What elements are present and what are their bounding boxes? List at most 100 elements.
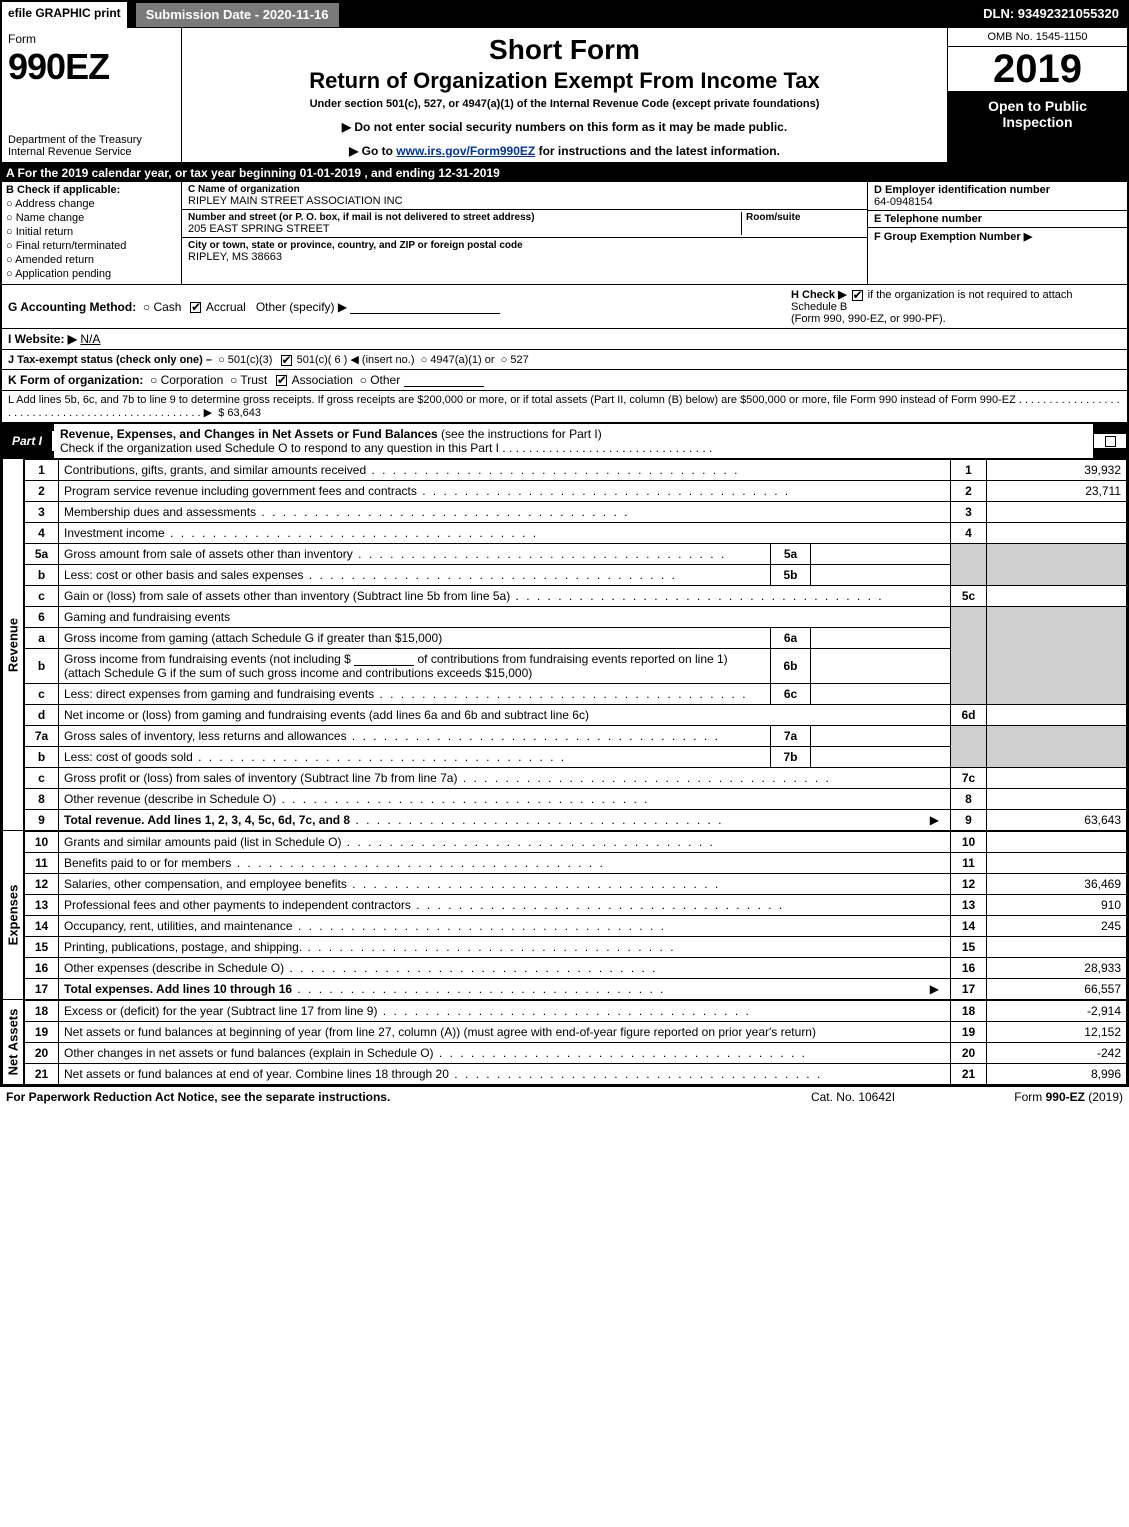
l2-desc: Program service revenue including govern… [64, 484, 945, 498]
l5a-desc: Gross amount from sale of assets other t… [64, 547, 765, 561]
j-501c-check[interactable] [281, 355, 292, 366]
l10-num: 10 [25, 832, 59, 853]
phone-cell: E Telephone number [868, 211, 1127, 228]
l13-desc: Professional fees and other payments to … [64, 898, 945, 912]
l9-desc: Total revenue. Add lines 1, 2, 3, 4, 5c,… [64, 813, 924, 827]
l5c-amt [987, 586, 1127, 607]
l10-ln: 10 [951, 832, 987, 853]
k-trust[interactable]: Trust [240, 373, 267, 387]
part-i-schedule-o-check[interactable] [1093, 433, 1127, 449]
h-checkbox[interactable] [852, 290, 863, 301]
line-19: 19 Net assets or fund balances at beginn… [25, 1022, 1127, 1043]
ein-value: 64-0948154 [874, 196, 1121, 208]
l7ab-ln-shade [951, 726, 987, 768]
k-assoc-check[interactable] [276, 375, 287, 386]
addr-label: Number and street (or P. O. box, if mail… [188, 212, 741, 223]
chk-final-return[interactable]: Final return/terminated [6, 240, 177, 252]
l7b-num: b [25, 747, 59, 768]
k-other-field[interactable] [404, 386, 484, 387]
row-h: H Check ▶ if the organization is not req… [791, 288, 1121, 325]
efile-print-label[interactable]: efile GRAPHIC print [2, 2, 127, 28]
part-i-tag: Part I [2, 431, 54, 451]
l17-ln: 17 [951, 979, 987, 1000]
dept-line1: Department of the Treasury [8, 134, 142, 146]
l6a-iln: 6a [771, 628, 811, 649]
l15-desc: Printing, publications, postage, and shi… [64, 940, 945, 954]
top-bar: efile GRAPHIC print Submission Date - 20… [2, 2, 1127, 28]
l8-desc: Other revenue (describe in Schedule O) [64, 792, 945, 806]
k-label: K Form of organization: [8, 373, 143, 387]
l4-desc: Investment income [64, 526, 945, 540]
footer-form-num: 990-EZ [1046, 1090, 1085, 1104]
g-accrual-check[interactable] [190, 302, 201, 313]
line-7c: c Gross profit or (loss) from sales of i… [25, 768, 1127, 789]
l1-ln: 1 [951, 460, 987, 481]
line-6: 6 Gaming and fundraising events [25, 607, 1127, 628]
line-4: 4 Investment income 4 [25, 523, 1127, 544]
chk-application-pending[interactable]: Application pending [6, 268, 177, 280]
l15-num: 15 [25, 937, 59, 958]
netassets-vlabel-text: Net Assets [6, 1009, 21, 1076]
l19-amt: 12,152 [987, 1022, 1127, 1043]
org-info-row: B Check if applicable: Address change Na… [2, 182, 1127, 285]
return-title: Return of Organization Exempt From Incom… [190, 68, 939, 94]
chk-amended-return[interactable]: Amended return [6, 254, 177, 266]
chk-initial-return[interactable]: Initial return [6, 226, 177, 238]
l4-amt [987, 523, 1127, 544]
l8-ln: 8 [951, 789, 987, 810]
line-5a: 5a Gross amount from sale of assets othe… [25, 544, 1127, 565]
j-501c3[interactable]: 501(c)(3) [228, 354, 273, 366]
chk-name-change[interactable]: Name change [6, 212, 177, 224]
l18-amt: -2,914 [987, 1001, 1127, 1022]
l18-ln: 18 [951, 1001, 987, 1022]
chk-address-change[interactable]: Address change [6, 198, 177, 210]
l7b-ival [811, 747, 951, 768]
header-mid: Short Form Return of Organization Exempt… [182, 28, 947, 162]
l7c-desc: Gross profit or (loss) from sales of inv… [64, 771, 945, 785]
org-addr-cell: Number and street (or P. O. box, if mail… [182, 210, 867, 238]
l2-ln: 2 [951, 481, 987, 502]
g-accrual: Accrual [206, 300, 246, 314]
row-i: I Website: ▶ N/A [2, 329, 1127, 350]
l21-num: 21 [25, 1064, 59, 1085]
i-label: I Website: ▶ [8, 332, 77, 346]
l6d-amt [987, 705, 1127, 726]
revenue-vlabel-text: Revenue [6, 617, 21, 671]
part-i-title-rest: (see the instructions for Part I) [438, 427, 602, 441]
l21-amt: 8,996 [987, 1064, 1127, 1085]
line-12: 12 Salaries, other compensation, and emp… [25, 874, 1127, 895]
row-g: G Accounting Method: ○ Cash Accrual Othe… [8, 300, 791, 314]
j-527[interactable]: 527 [510, 354, 528, 366]
form-word: Form [8, 32, 175, 46]
row-j: J Tax-exempt status (check only one) – ○… [2, 350, 1127, 370]
l5b-num: b [25, 565, 59, 586]
j-4947[interactable]: 4947(a)(1) or [430, 354, 494, 366]
l4-ln: 4 [951, 523, 987, 544]
l6abc-ln-shade [951, 607, 987, 705]
g-other-field[interactable] [350, 313, 500, 314]
l9-ln: 9 [951, 810, 987, 831]
line-6d: d Net income or (loss) from gaming and f… [25, 705, 1127, 726]
page-footer: For Paperwork Reduction Act Notice, see … [0, 1087, 1129, 1107]
l11-num: 11 [25, 853, 59, 874]
l6b-desc-cell: Gross income from fundraising events (no… [59, 649, 771, 684]
l7a-ival [811, 726, 951, 747]
line-11: 11 Benefits paid to or for members 11 [25, 853, 1127, 874]
l5ab-amt-shade [987, 544, 1127, 586]
l13-num: 13 [25, 895, 59, 916]
line-8: 8 Other revenue (describe in Schedule O)… [25, 789, 1127, 810]
k-assoc: Association [292, 373, 353, 387]
k-corp[interactable]: Corporation [161, 373, 224, 387]
g-cash[interactable]: Cash [153, 300, 181, 314]
part-i-check-line: Check if the organization used Schedule … [60, 441, 712, 455]
l15-amt [987, 937, 1127, 958]
line-10: 10 Grants and similar amounts paid (list… [25, 832, 1127, 853]
irs-link[interactable]: www.irs.gov/Form990EZ [396, 144, 535, 158]
l17-desc: Total expenses. Add lines 10 through 16 [64, 982, 924, 996]
l6b-iln: 6b [771, 649, 811, 684]
j-label: J Tax-exempt status (check only one) – [8, 354, 212, 366]
l7b-desc: Less: cost of goods sold [64, 750, 765, 764]
line-17: 17 Total expenses. Add lines 10 through … [25, 979, 1127, 1000]
l12-num: 12 [25, 874, 59, 895]
k-other[interactable]: Other [370, 373, 400, 387]
